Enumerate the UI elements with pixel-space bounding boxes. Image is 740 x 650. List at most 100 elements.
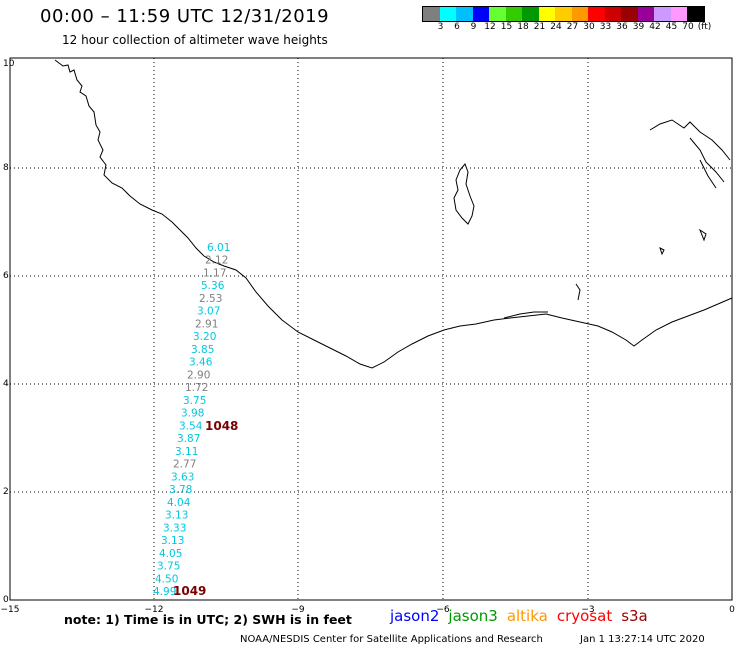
satellite-s3a: s3a — [621, 607, 648, 625]
swh-value: 3.46 — [189, 357, 213, 369]
swh-value: 3.07 — [197, 306, 220, 318]
y-tick-label: 4 — [3, 379, 9, 389]
swh-value: 2.90 — [187, 369, 210, 381]
swh-track: 6.012.121.175.362.533.072.913.203.853.46… — [153, 242, 230, 598]
color-scale-bar — [422, 6, 705, 22]
color-swatch — [538, 7, 555, 21]
x-tick-label: −6 — [436, 605, 450, 615]
credit-text: NOAA/NESDIS Center for Satellite Applica… — [240, 634, 543, 645]
satellite-altika: altika — [506, 607, 548, 625]
swh-value: 3.33 — [163, 522, 186, 534]
color-swatch — [621, 7, 638, 21]
color-swatch — [637, 7, 654, 21]
coastal-lagoon — [503, 283, 581, 319]
x-tick-label: −12 — [145, 605, 164, 615]
satellite-cryosat: cryosat — [556, 607, 613, 625]
map-frame — [9, 57, 733, 601]
y-tick-label: 8 — [3, 163, 9, 173]
x-axis-ticks: −15 −12 −9 −6 −3 0 — [1, 605, 736, 615]
swh-value: 4.99 — [153, 586, 176, 598]
x-tick-label: −15 — [1, 605, 20, 615]
credit-timestamp: Jan 1 13:27:14 UTC 2020 — [580, 634, 705, 645]
time-label-1049: 1049 — [173, 584, 206, 598]
color-swatch — [571, 7, 588, 21]
swh-value: 3.85 — [191, 344, 214, 356]
swh-value: 3.11 — [175, 446, 198, 458]
color-scale-label: 45 — [665, 22, 678, 32]
color-swatch — [604, 7, 621, 21]
color-scale-label: 18 — [517, 22, 529, 32]
color-swatch — [439, 7, 456, 21]
color-swatch — [687, 7, 704, 21]
swh-value: 1.72 — [185, 382, 208, 394]
color-scale-label: 15 — [500, 22, 513, 32]
color-scale-label: 12 — [484, 22, 496, 32]
y-tick-label: 6 — [3, 271, 9, 281]
color-swatch — [472, 7, 489, 21]
inland-water — [649, 119, 731, 189]
swh-value: 2.91 — [195, 318, 218, 330]
swh-value: 3.63 — [171, 471, 194, 483]
x-tick-label: 0 — [729, 605, 735, 615]
color-swatch — [423, 7, 440, 21]
color-swatch — [505, 7, 522, 21]
color-scale-label: 39 — [632, 22, 645, 32]
time-label-1048: 1048 — [205, 419, 238, 433]
swh-value: 3.13 — [161, 535, 184, 547]
swh-value: 2.77 — [173, 459, 196, 471]
swh-value: 3.20 — [193, 331, 216, 343]
color-scale-label: 33 — [599, 22, 612, 32]
swh-value: 4.05 — [159, 548, 182, 560]
color-scale-labels: 3 6 9 12 15 18 21 24 27 30 33 36 39 42 45 70 (ft) — [422, 22, 740, 34]
swh-value: 5.36 — [201, 280, 225, 292]
color-scale-label: 21 — [533, 22, 546, 32]
color-swatch — [522, 7, 539, 21]
swh-value: 1.17 — [203, 268, 226, 280]
color-scale-label: 70 — [682, 22, 694, 32]
color-scale-label: 9 — [470, 22, 477, 32]
color-scale-label: 42 — [649, 22, 661, 32]
swh-value: 6.01 — [207, 242, 230, 254]
color-swatch — [670, 7, 687, 21]
color-swatch — [489, 7, 506, 21]
swh-value: 3.54 — [179, 420, 203, 432]
y-tick-label: 10 — [3, 59, 15, 69]
color-swatch — [555, 7, 572, 21]
map-grid — [10, 58, 732, 600]
color-scale-label: 36 — [616, 22, 628, 32]
color-swatch — [588, 7, 605, 21]
color-scale-label: 24 — [550, 22, 562, 32]
chart-title: 00:00 – 11:59 UTC 12/31/2019 — [40, 6, 330, 27]
color-scale-label: (ft) — [697, 22, 712, 32]
satellite-legend: jason2 jason3 altika cryosat s3a — [390, 607, 657, 625]
y-tick-label: 2 — [3, 487, 9, 497]
color-scale-label: 6 — [454, 22, 460, 32]
swh-value: 4.04 — [167, 497, 191, 509]
color-swatch — [654, 7, 671, 21]
color-scale-label: 30 — [583, 22, 595, 32]
swh-value: 3.78 — [169, 484, 192, 496]
swh-value: 3.75 — [183, 395, 206, 407]
footnote: note: 1) Time is in UTC; 2) SWH is in fe… — [64, 612, 352, 627]
chart-subtitle: 12 hour collection of altimeter wave hei… — [62, 33, 328, 47]
color-swatch — [456, 7, 473, 21]
swh-value: 2.53 — [199, 293, 222, 305]
swh-value: 3.75 — [157, 561, 180, 573]
lake-volta — [453, 163, 475, 225]
x-tick-label: −3 — [581, 605, 594, 615]
y-tick-label: 0 — [3, 595, 9, 605]
small-lake — [659, 228, 707, 256]
y-axis-ticks: 0 2 4 6 8 10 — [3, 59, 15, 605]
x-tick-label: −9 — [291, 605, 305, 615]
color-scale-label: 27 — [566, 22, 579, 32]
color-scale-label: 3 — [437, 22, 444, 32]
swh-value: 3.98 — [181, 408, 204, 420]
swh-value: 3.87 — [177, 433, 200, 445]
satellite-jason3: jason3 — [448, 607, 498, 625]
swh-value: 3.13 — [165, 510, 188, 522]
swh-value: 4.50 — [155, 573, 178, 585]
coastline — [54, 59, 733, 369]
swh-value: 2.12 — [205, 255, 228, 267]
satellite-jason2: jason2 — [390, 607, 440, 625]
